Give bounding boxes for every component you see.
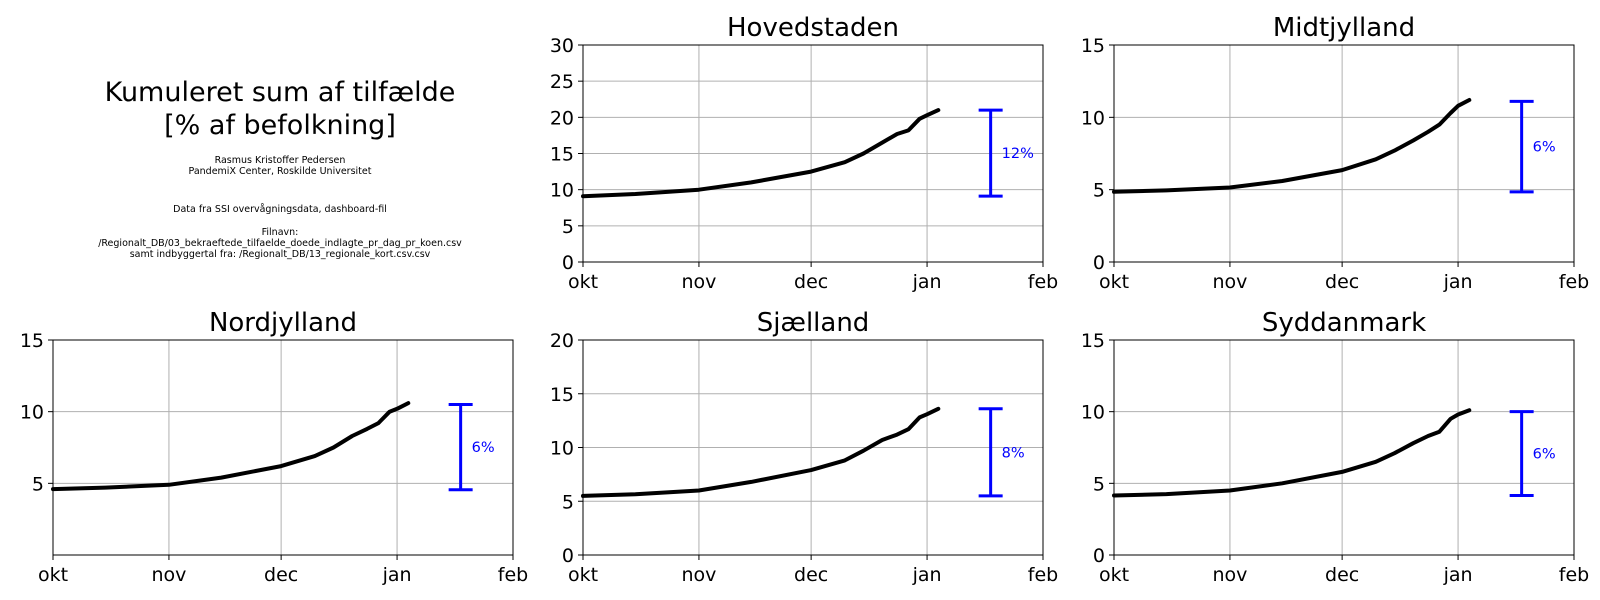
x-tick-label: dec [794, 271, 828, 293]
x-tick-label: okt [568, 271, 598, 293]
y-tick-label: 20 [550, 330, 574, 352]
range-bar-label: 6% [1533, 140, 1556, 156]
x-tick-label: jan [1443, 564, 1473, 586]
x-tick-label: feb [498, 564, 528, 586]
range-bar-label: 6% [472, 440, 495, 456]
x-tick-label: jan [1443, 271, 1473, 293]
y-tick-label: 10 [1081, 402, 1105, 424]
chart-title: Sjælland [757, 308, 870, 338]
x-tick-label: dec [1325, 271, 1359, 293]
y-tick-label: 15 [20, 330, 44, 352]
y-tick-label: 5 [1093, 473, 1105, 495]
figure-title: Kumuleret sum af tilfælde [% af befolkni… [30, 76, 530, 142]
x-tick-label: nov [1212, 564, 1247, 586]
y-tick-label: 5 [1093, 180, 1105, 202]
y-tick-label: 10 [1081, 107, 1105, 129]
chart-4: okt nov dec jan feb 0 5 10 15 20 Sjælland 8% [550, 308, 1058, 586]
y-tick-label: 10 [550, 180, 574, 202]
chart-title: Hovedstaden [727, 13, 899, 43]
axes-frame [1113, 44, 1575, 263]
figure-title-line2: [% af befolkning] [164, 110, 396, 141]
filename-label: Filnavn: [261, 227, 299, 238]
y-tick-label: 15 [1081, 35, 1105, 57]
x-tick-label: okt [568, 564, 598, 586]
range-bar-label: 6% [1533, 447, 1556, 463]
x-tick-label: dec [1325, 564, 1359, 586]
y-tick-label: 5 [32, 473, 44, 495]
chart-5: okt nov dec jan feb 0 5 10 15 Syddanmark 6% [1081, 308, 1589, 586]
y-tick-label: 15 [550, 144, 574, 166]
data-source: Data fra SSI overvågningsdata, dashboard… [173, 204, 387, 215]
y-tick-label: 15 [1081, 330, 1105, 352]
x-tick-label: okt [1099, 271, 1129, 293]
y-tick-label: 10 [550, 438, 574, 460]
figure-title-line1: Kumuleret sum af tilfælde [104, 77, 456, 108]
range-bar-label: 12% [1002, 146, 1034, 162]
population-source: samt indbyggertal fra: /Regionalt_DB/13_… [129, 249, 431, 260]
range-bar-label: 8% [1002, 445, 1025, 461]
series-line [581, 108, 941, 199]
chart-3: okt nov dec jan feb 5 10 15 Nordjylland 6% [20, 308, 528, 586]
y-tick-label: 20 [550, 107, 574, 129]
x-tick-label: dec [794, 564, 828, 586]
y-tick-label: 10 [20, 402, 44, 424]
x-tick-label: feb [1559, 564, 1589, 586]
x-tick-label: nov [1212, 271, 1247, 293]
y-tick-label: 15 [550, 384, 574, 406]
chart-title: Midtjylland [1273, 13, 1415, 43]
y-tick-label: 25 [550, 71, 574, 93]
filename: /Regionalt_DB/03_bekraeftede_tilfaelde_d… [98, 238, 462, 249]
x-tick-label: dec [264, 564, 298, 586]
series-line [51, 401, 411, 492]
x-tick-label: feb [1559, 271, 1589, 293]
x-tick-label: nov [151, 564, 186, 586]
author-name: Rasmus Kristoffer Pedersen [214, 155, 346, 166]
info-panel: Kumuleret sum af tilfælde [% af befolkni… [30, 76, 530, 260]
x-tick-label: feb [1028, 564, 1058, 586]
axes-frame [52, 339, 514, 556]
x-tick-label: jan [382, 564, 412, 586]
y-tick-label: 5 [562, 216, 574, 238]
chart-1: okt nov dec jan feb 0 5 10 15 20 25 30 Hovedstaden 12… [550, 13, 1058, 293]
series-line [1112, 98, 1472, 194]
author-affiliation: PandemiX Center, Roskilde Universitet [188, 166, 372, 177]
x-tick-label: okt [38, 564, 68, 586]
author-block: Rasmus Kristoffer Pedersen PandemiX Cent… [30, 155, 530, 177]
y-tick-label: 30 [550, 35, 574, 57]
y-tick-label: 0 [1093, 545, 1105, 567]
x-tick-label: jan [912, 271, 942, 293]
x-tick-label: okt [1099, 564, 1129, 586]
x-tick-label: feb [1028, 271, 1058, 293]
x-tick-label: jan [912, 564, 942, 586]
axes-frame [1113, 339, 1575, 556]
series-line [1112, 408, 1472, 498]
y-tick-label: 0 [562, 252, 574, 274]
y-tick-label: 5 [562, 491, 574, 513]
chart-2: okt nov dec jan feb 0 5 10 15 Midtjylland 6% [1081, 13, 1589, 293]
chart-title: Nordjylland [209, 308, 357, 338]
x-tick-label: nov [681, 271, 716, 293]
chart-title: Syddanmark [1262, 308, 1426, 338]
x-tick-label: nov [681, 564, 716, 586]
series-line [581, 406, 941, 498]
y-tick-label: 0 [562, 545, 574, 567]
y-tick-label: 0 [1093, 252, 1105, 274]
